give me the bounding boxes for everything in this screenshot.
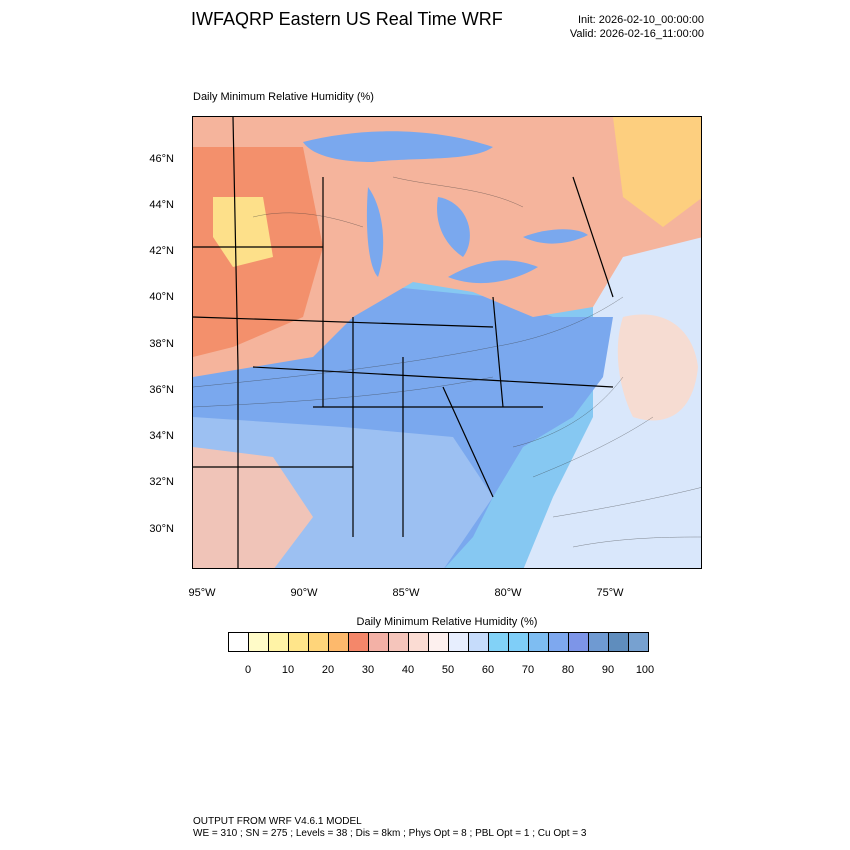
colorbar-swatch <box>489 633 509 651</box>
colorbar-tick: 30 <box>361 664 375 676</box>
border-line <box>442 386 494 498</box>
lat-label: 40°N <box>149 291 174 303</box>
colorbar-tick: 90 <box>601 664 615 676</box>
colorbar-swatch <box>229 633 249 651</box>
colorbar-tick: 70 <box>521 664 535 676</box>
colorbar-swatch <box>309 633 329 651</box>
map-title: IWFAQRP Eastern US Real Time WRF <box>191 9 503 29</box>
offshore-dry-patch <box>617 314 698 421</box>
lat-label: 44°N <box>149 199 174 211</box>
border-line <box>193 316 494 328</box>
contour-lines <box>193 176 701 548</box>
colorbar-swatch <box>549 633 569 651</box>
model-info-footer: OUTPUT FROM WRF V4.6.1 MODEL WE = 310 ; … <box>193 816 586 840</box>
colorbar-tick: 80 <box>561 664 575 676</box>
lake-ontario <box>523 229 588 244</box>
model-version: OUTPUT FROM WRF V4.6.1 MODEL <box>193 816 362 827</box>
state-borders <box>193 117 614 568</box>
model-parameters: WE = 310 ; SN = 275 ; Levels = 38 ; Dis … <box>193 828 587 839</box>
lake-erie <box>448 260 538 284</box>
lon-label: 75°W <box>596 587 624 599</box>
humidity-map <box>192 116 702 569</box>
border-line <box>252 366 614 388</box>
colorbar-swatch <box>429 633 449 651</box>
offshore-region <box>523 227 701 568</box>
lake-huron <box>437 197 470 257</box>
colorbar-tick: 50 <box>441 664 455 676</box>
colorbar-tick: 40 <box>401 664 415 676</box>
lat-label: 38°N <box>149 338 174 350</box>
colorbar-swatch <box>249 633 269 651</box>
colorbar-swatch <box>469 633 489 651</box>
colorbar-tick: 20 <box>321 664 335 676</box>
field-label: Daily Minimum Relative Humidity (%) <box>193 91 374 103</box>
valid-time: Valid: 2026-02-16_11:00:00 <box>569 28 704 40</box>
colorbar-tick: 100 <box>635 664 655 676</box>
lon-label: 85°W <box>392 587 420 599</box>
colorbar-swatch <box>409 633 429 651</box>
northern-dry-region <box>193 117 701 377</box>
map-canvas <box>193 117 701 568</box>
init-time: Init: 2026-02-10_00:00:00 <box>578 14 704 26</box>
driest-patch-northeast <box>613 117 701 227</box>
colorbar-swatch <box>629 633 648 651</box>
colorbar-swatch <box>509 633 529 651</box>
colorbar-swatch <box>269 633 289 651</box>
colorbar-swatch <box>569 633 589 651</box>
lat-label: 30°N <box>149 523 174 535</box>
border-line <box>232 117 239 568</box>
colorbar-title: Daily Minimum Relative Humidity (%) <box>356 616 538 628</box>
driest-patch-west <box>213 197 273 267</box>
model-run-info: Init: 2026-02-10_00:00:00 Valid: 2026-02… <box>570 13 704 41</box>
lat-label: 46°N <box>149 153 174 165</box>
colorbar-tick: 10 <box>281 664 295 676</box>
colorbar-swatch <box>369 633 389 651</box>
colorbar-swatch <box>349 633 369 651</box>
lon-label: 95°W <box>188 587 216 599</box>
colorbar-swatch <box>449 633 469 651</box>
colorbar-swatch <box>589 633 609 651</box>
border-line <box>572 176 614 298</box>
border-line <box>492 296 504 408</box>
colorbar-swatch <box>529 633 549 651</box>
lat-label: 42°N <box>149 245 174 257</box>
lake-superior <box>303 131 493 162</box>
colorbar-swatch <box>609 633 629 651</box>
texas-dry-patch <box>193 447 313 568</box>
colorbar-swatch <box>329 633 349 651</box>
lon-label: 90°W <box>290 587 318 599</box>
lat-label: 32°N <box>149 476 174 488</box>
colorbar-tick: 0 <box>244 664 252 676</box>
colorbar-swatch <box>289 633 309 651</box>
lat-label: 34°N <box>149 430 174 442</box>
lat-label: 36°N <box>149 384 174 396</box>
lake-michigan <box>366 187 384 277</box>
lon-label: 80°W <box>494 587 522 599</box>
colorbar <box>228 632 649 652</box>
colorbar-swatch <box>389 633 409 651</box>
colorbar-tick: 60 <box>481 664 495 676</box>
